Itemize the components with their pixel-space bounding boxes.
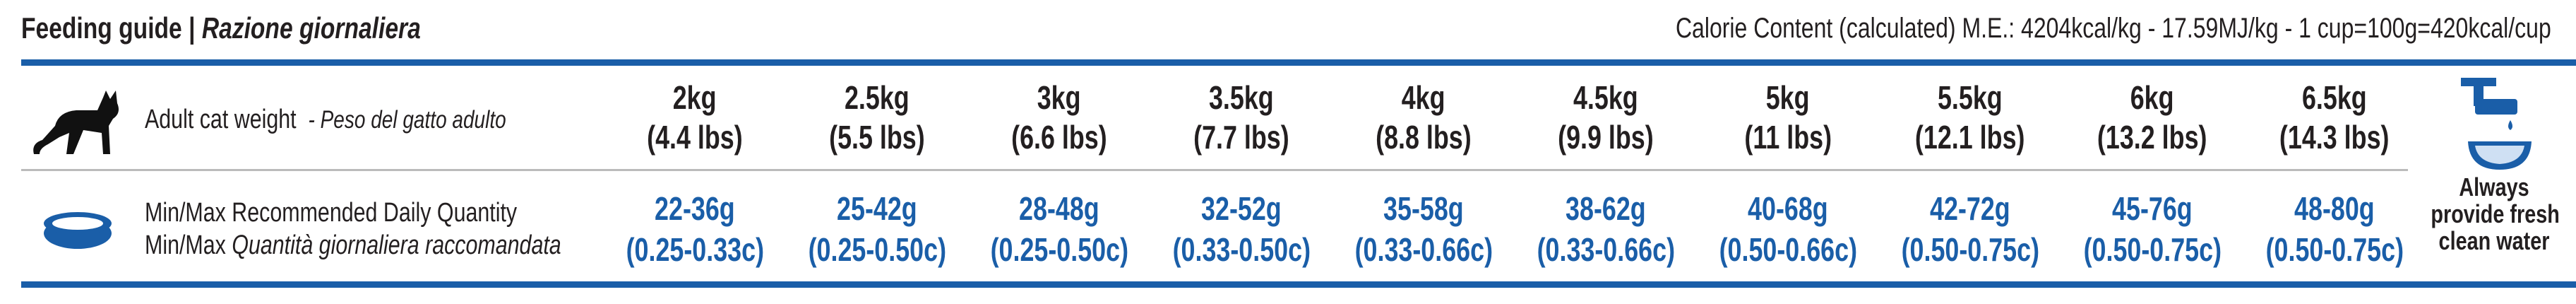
weight-kg: 4.5kg bbox=[1573, 79, 1638, 116]
grams: 48-80g bbox=[2294, 190, 2375, 227]
cat-icon bbox=[33, 90, 119, 154]
title: Feeding guide bbox=[21, 11, 182, 45]
cups: (0.33-0.66c) bbox=[1537, 231, 1675, 268]
calorie-info: Calorie Content (calculated) M.E.: 4204k… bbox=[1457, 13, 2551, 45]
weight-kg: 5.5kg bbox=[1938, 79, 2003, 116]
quantity-cell: 22-36g (0.25-0.33c) bbox=[604, 188, 786, 270]
weight-cell: 2.5kg (5.5 lbs) bbox=[786, 78, 968, 157]
cups: (0.25-0.50c) bbox=[990, 231, 1128, 268]
quantity-label: Min/Max Recommended Daily Quantity Min/Ma… bbox=[145, 197, 665, 262]
grams: 38-62g bbox=[1566, 190, 1646, 227]
weight-cell: 4.5kg (9.9 lbs) bbox=[1515, 78, 1697, 157]
cups: (0.50-0.75c) bbox=[2265, 231, 2404, 268]
grams: 35-58g bbox=[1383, 190, 1464, 227]
label-it-prefix: Min/Max bbox=[145, 230, 226, 260]
weight-kg: 6.5kg bbox=[2302, 79, 2367, 116]
weight-kg: 4kg bbox=[1402, 79, 1445, 116]
quantity-cell: 35-58g (0.33-0.66c) bbox=[1332, 188, 1515, 270]
quantity-cell: 28-48g (0.25-0.50c) bbox=[968, 188, 1150, 270]
water-line: provide fresh bbox=[2431, 199, 2560, 228]
weight-lbs: (8.8 lbs) bbox=[1376, 119, 1472, 156]
separator: | bbox=[189, 11, 196, 45]
weight-kg: 2.5kg bbox=[845, 79, 910, 116]
label-it: Quantità giornaliera raccomandata bbox=[232, 230, 561, 260]
weight-cell: 3.5kg (7.7 lbs) bbox=[1150, 78, 1332, 157]
weight-cell: 5kg (11 lbs) bbox=[1697, 78, 1879, 157]
water-note: Always provide fresh clean water bbox=[2415, 174, 2573, 255]
weight-lbs: (11 lbs) bbox=[1744, 119, 1832, 156]
grams: 22-36g bbox=[655, 190, 735, 227]
subtitle: Razione giornaliera bbox=[201, 11, 421, 45]
weight-kg: 3kg bbox=[1037, 79, 1081, 116]
header-title: Feeding guide | Razione giornaliera bbox=[21, 11, 520, 45]
grams: 32-52g bbox=[1201, 190, 1282, 227]
weight-lbs: (13.2 lbs) bbox=[2097, 119, 2207, 156]
weight-lbs: (7.7 lbs) bbox=[1193, 119, 1289, 156]
weight-kg: 5kg bbox=[1766, 79, 1810, 116]
label: Adult cat weight bbox=[145, 105, 297, 134]
cups: (0.33-0.50c) bbox=[1172, 231, 1311, 268]
weight-kg: 2kg bbox=[673, 79, 717, 116]
weight-cell: 6.5kg (14.3 lbs) bbox=[2243, 78, 2426, 157]
top-rule bbox=[21, 59, 2576, 66]
weight-cell: 2kg (4.4 lbs) bbox=[604, 78, 786, 157]
weight-lbs: (4.4 lbs) bbox=[647, 119, 743, 156]
weight-cell: 4kg (8.8 lbs) bbox=[1332, 78, 1515, 157]
water-line: Always bbox=[2459, 173, 2529, 201]
quantity-cell: 25-42g (0.25-0.50c) bbox=[786, 188, 968, 270]
quantity-cell: 32-52g (0.33-0.50c) bbox=[1150, 188, 1332, 270]
cups: (0.50-0.75c) bbox=[2083, 231, 2222, 268]
row-separator bbox=[21, 169, 2408, 171]
calories: Calorie Content (calculated) M.E.: 4204k… bbox=[1676, 13, 2551, 44]
weight-lbs: (5.5 lbs) bbox=[829, 119, 925, 156]
weight-cell: 6kg (13.2 lbs) bbox=[2061, 78, 2243, 157]
bowl-icon bbox=[44, 212, 112, 249]
cups: (0.33-0.66c) bbox=[1354, 231, 1493, 268]
quantity-cell: 40-68g (0.50-0.66c) bbox=[1697, 188, 1879, 270]
cups: (0.25-0.33c) bbox=[626, 231, 764, 268]
grams: 45-76g bbox=[2112, 190, 2193, 227]
quantity-cell: 42-72g (0.50-0.75c) bbox=[1879, 188, 2061, 270]
water-line: clean water bbox=[2438, 226, 2550, 255]
cups: (0.25-0.50c) bbox=[808, 231, 946, 268]
cups: (0.50-0.66c) bbox=[1719, 231, 1857, 268]
weight-cell: 5.5kg (12.1 lbs) bbox=[1879, 78, 2061, 157]
weight-lbs: (6.6 lbs) bbox=[1011, 119, 1107, 156]
quantity-cell: 38-62g (0.33-0.66c) bbox=[1515, 188, 1697, 270]
weight-kg: 6kg bbox=[2130, 79, 2174, 116]
weight-lbs: (14.3 lbs) bbox=[2279, 119, 2390, 156]
quantity-cell: 48-80g (0.50-0.75c) bbox=[2243, 188, 2426, 270]
label-it: - Peso del gatto adulto bbox=[308, 106, 506, 134]
weight-lbs: (9.9 lbs) bbox=[1558, 119, 1654, 156]
weight-kg: 3.5kg bbox=[1209, 79, 1274, 116]
grams: 25-42g bbox=[837, 190, 917, 227]
label: Min/Max Recommended Daily Quantity bbox=[145, 198, 518, 228]
weight-label: Adult cat weight - Peso del gatto adulto bbox=[145, 105, 597, 135]
grams: 28-48g bbox=[1019, 190, 1099, 227]
weight-lbs: (12.1 lbs) bbox=[1915, 119, 2025, 156]
water-icon bbox=[2461, 78, 2532, 170]
cups: (0.50-0.75c) bbox=[1901, 231, 2039, 268]
bottom-rule bbox=[21, 281, 2576, 288]
quantity-cell: 45-76g (0.50-0.75c) bbox=[2061, 188, 2243, 270]
grams: 42-72g bbox=[1930, 190, 2010, 227]
weight-cell: 3kg (6.6 lbs) bbox=[968, 78, 1150, 157]
grams: 40-68g bbox=[1748, 190, 1828, 227]
